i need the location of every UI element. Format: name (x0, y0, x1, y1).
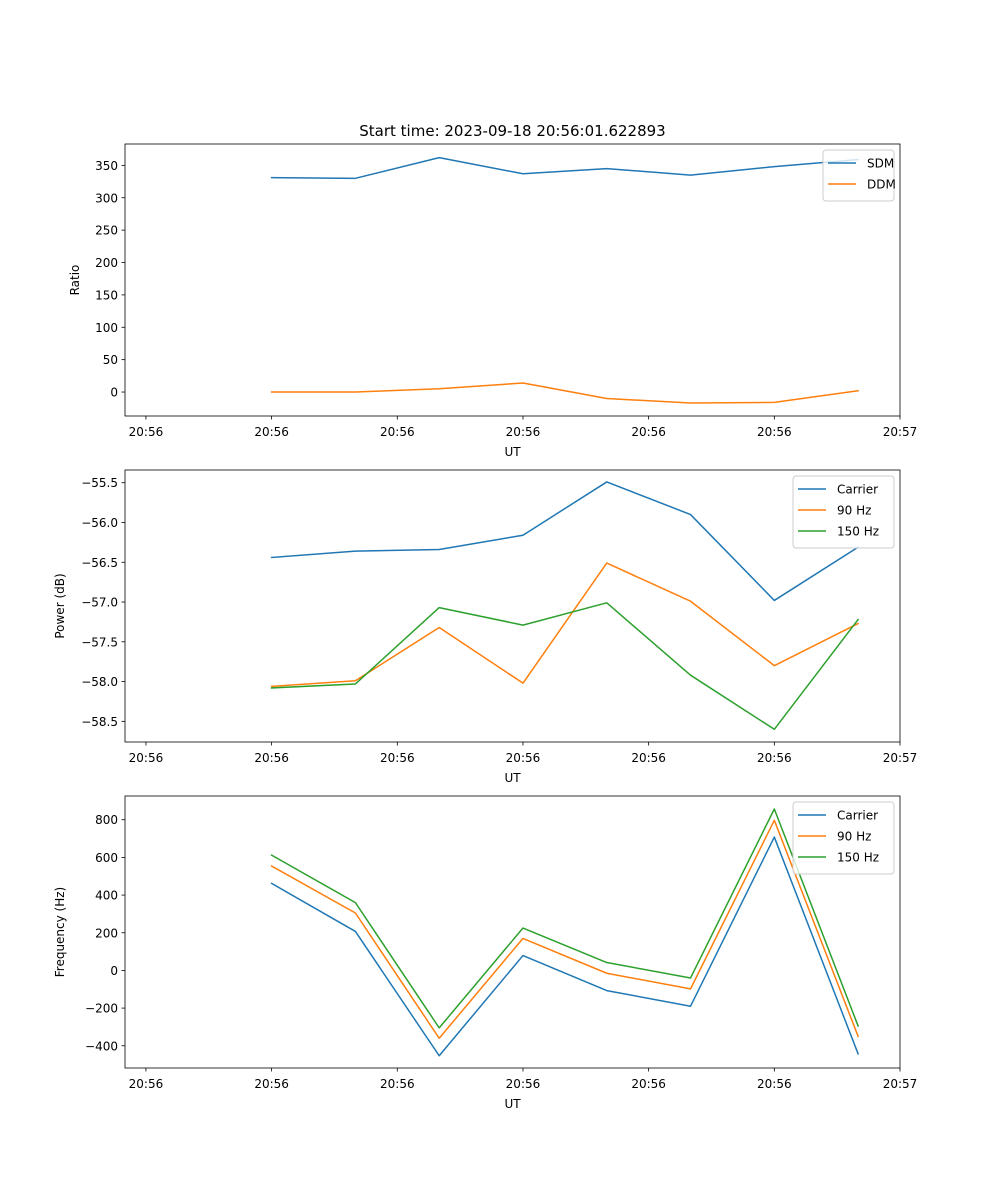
y-tick-label: 600 (95, 851, 118, 865)
y-tick-label: 350 (95, 159, 118, 173)
series-line-carrier (270, 836, 860, 1057)
legend-label: 150 Hz (837, 525, 879, 539)
y-tick-label: 400 (95, 889, 118, 903)
x-tick-label: 20:56 (129, 425, 164, 439)
legend: SDM DDM (822, 149, 896, 202)
y-tick-label: 200 (95, 256, 118, 270)
x-tick-label: 20:56 (380, 1077, 415, 1091)
x-tick-label: 20:56 (254, 425, 289, 439)
y-tick-label: 50 (103, 353, 118, 367)
x-tick-label: 20:56 (380, 425, 415, 439)
y-tick-label: 300 (95, 191, 118, 205)
y-tick-label: 250 (95, 224, 118, 238)
x-tick-label: 20:56 (506, 1077, 541, 1091)
y-tick-label: 0 (110, 964, 118, 978)
y-tick-label: −58.5 (81, 715, 118, 729)
y-tick-label: 150 (95, 288, 118, 302)
x-axis-label: UT (504, 1097, 521, 1111)
y-axis-label: Frequency (Hz) (53, 887, 67, 978)
y-tick-label: −200 (85, 1002, 118, 1016)
y-axis-label: Ratio (68, 265, 82, 296)
legend-label: 90 Hz (837, 504, 871, 518)
x-tick-label: 20:56 (254, 1077, 289, 1091)
legend-label: SDM (867, 157, 894, 171)
series-line-150-hz (270, 808, 860, 1029)
y-tick-label: −55.5 (81, 476, 118, 490)
x-tick-label: 20:57 (883, 425, 918, 439)
legend: Carrier 90 Hz 150 Hz (792, 475, 895, 549)
x-tick-label: 20:56 (631, 751, 666, 765)
legend: Carrier 90 Hz 150 Hz (792, 801, 895, 875)
legend-label: Carrier (837, 809, 878, 823)
x-axis-label: UT (504, 445, 521, 459)
series-line-150-hz (270, 602, 860, 731)
series-line-90-hz (270, 819, 860, 1039)
y-axis-label: Power (dB) (53, 573, 67, 638)
axes-frame (124, 143, 901, 417)
chart-1: 20:56 20:56 20:56 20:56 20:56 20:56 20:57 UT 0 50… (68, 143, 918, 459)
x-tick-label: 20:56 (506, 751, 541, 765)
x-tick-label: 20:56 (631, 1077, 666, 1091)
x-tick-label: 20:57 (883, 1077, 918, 1091)
y-tick-label: −400 (85, 1039, 118, 1053)
figure-title: Start time: 2023-09-18 20:56:01.622893 (359, 122, 665, 140)
legend-label: DDM (867, 178, 896, 192)
legend-label: Carrier (837, 483, 878, 497)
y-tick-label: −58.0 (81, 675, 118, 689)
y-tick-label: −56.0 (81, 516, 118, 530)
axes-frame (124, 469, 901, 743)
series-line-sdm (270, 156, 859, 180)
x-tick-label: 20:56 (380, 751, 415, 765)
y-tick-label: 100 (95, 321, 118, 335)
x-tick-label: 20:56 (129, 1077, 164, 1091)
y-tick-label: 800 (95, 813, 118, 827)
legend-box (792, 475, 895, 549)
series-line-90-hz (270, 562, 860, 688)
x-tick-label: 20:56 (254, 751, 289, 765)
x-tick-label: 20:56 (757, 751, 792, 765)
y-tick-label: −57.0 (81, 596, 118, 610)
x-tick-label: 20:56 (757, 425, 792, 439)
x-tick-label: 20:56 (129, 751, 164, 765)
x-tick-label: 20:56 (757, 1077, 792, 1091)
axes-frame (124, 795, 901, 1069)
y-tick-label: 0 (110, 386, 118, 400)
x-tick-label: 20:56 (631, 425, 666, 439)
series-line-ddm (270, 382, 859, 404)
chart-2: 20:56 20:56 20:56 20:56 20:56 20:56 20:57 UT −58… (53, 469, 918, 785)
legend-label: 90 Hz (837, 830, 871, 844)
legend-label: 150 Hz (837, 851, 879, 865)
y-tick-label: −57.5 (81, 635, 118, 649)
legend-box (792, 801, 895, 875)
y-tick-label: 200 (95, 926, 118, 940)
y-tick-label: −56.5 (81, 556, 118, 570)
x-axis-label: UT (504, 771, 521, 785)
chart-3: 20:56 20:56 20:56 20:56 20:56 20:56 20:57 UT −40… (53, 795, 918, 1111)
series-line-carrier (270, 481, 860, 602)
x-tick-label: 20:57 (883, 751, 918, 765)
x-tick-label: 20:56 (506, 425, 541, 439)
